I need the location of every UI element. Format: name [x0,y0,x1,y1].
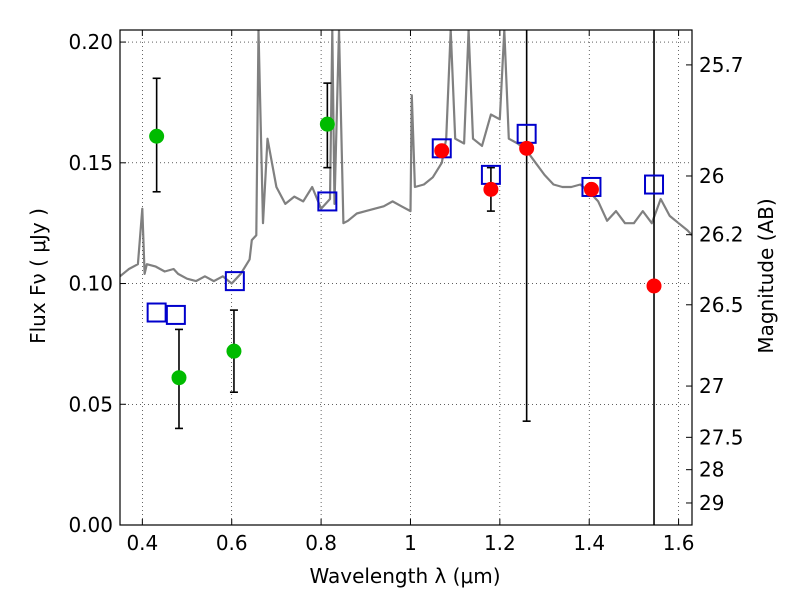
x-tick-label: 0.4 [126,531,158,555]
plot-frame [119,29,693,526]
x-tick-label: 1.6 [663,531,695,555]
x-tick-label: 1.2 [484,531,516,555]
x-tick-label: 1.4 [573,531,605,555]
red-point-marker [646,278,662,294]
y-tick-label: 0.15 [68,151,113,175]
x-tick-label: 0.8 [305,531,337,555]
x-tick-label: 0.6 [216,531,248,555]
model-spectrum-series [120,30,692,285]
y2-axis-label: Magnitude (AB) [754,198,778,353]
y2-tick-label: 28 [699,458,724,482]
blue-square-marker [165,304,186,325]
y2-tick-label: 29 [699,491,724,515]
blue-square-marker [644,174,665,195]
y-tick-label: 0.20 [68,30,113,54]
error-bars [152,30,655,525]
y-tick-label: 0.05 [68,392,113,416]
y2-tick-label: 26 [699,164,724,188]
axis-ticks: 0.4 0.6 0.8 1 1.2 1.4 1.6 0.00 0.05 0.10 0.15 0.20 2… [68,30,744,555]
blue-square-marker [224,271,245,292]
red-point-marker [434,143,450,159]
green-point-marker [319,116,335,132]
y-axis-label: Flux Fν ( μJy ) [26,208,50,344]
red-point-marker [483,181,499,197]
green-point-marker [226,343,242,359]
y2-tick-label: 26.5 [699,293,744,317]
model-spectrum-line [120,30,692,285]
blue-square-marker [317,191,338,212]
y2-tick-label: 26.2 [699,223,744,247]
y2-tick-label: 27.5 [699,425,744,449]
x-tick-label: 1 [404,531,417,555]
x-axis-label: Wavelength λ (μm) [309,564,500,588]
red-point-marker [519,140,535,156]
y-tick-label: 0.10 [68,272,113,296]
y2-tick-label: 25.7 [699,53,744,77]
y-tick-label: 0.00 [68,513,113,537]
blue-square-marker [146,302,167,323]
data-markers [146,116,665,386]
y2-tick-label: 27 [699,374,724,398]
red-point-marker [583,181,599,197]
green-point-marker [171,370,187,386]
green-point-marker [149,128,165,144]
